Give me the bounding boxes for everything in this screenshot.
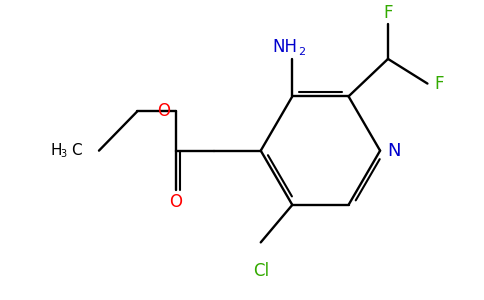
Text: 3: 3 (60, 148, 67, 159)
Text: Cl: Cl (253, 262, 269, 280)
Text: C: C (71, 143, 82, 158)
Text: NH: NH (272, 38, 297, 56)
Text: O: O (158, 102, 170, 120)
Text: O: O (169, 193, 182, 211)
Text: 2: 2 (299, 47, 306, 57)
Text: H: H (51, 143, 62, 158)
Text: F: F (383, 4, 393, 22)
Text: F: F (435, 75, 444, 93)
Text: N: N (387, 142, 401, 160)
